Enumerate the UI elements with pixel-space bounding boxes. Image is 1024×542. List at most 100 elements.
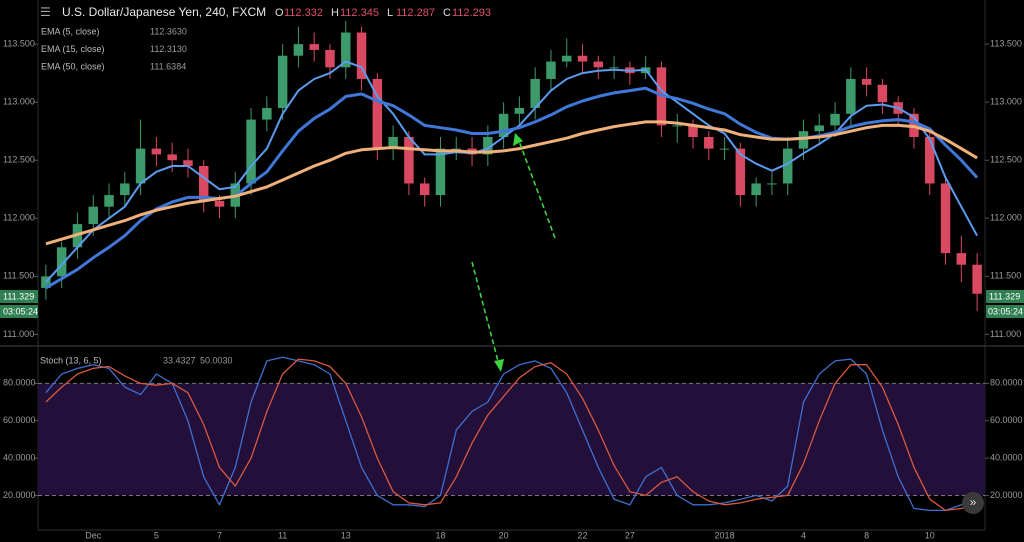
candle-body (846, 78, 856, 114)
candle-body (372, 78, 383, 149)
legend-value: 50.0030 (200, 355, 233, 365)
x-tick-label: 20 (499, 530, 509, 540)
x-tick-label: 4 (801, 530, 806, 540)
candle-body (293, 44, 304, 56)
y-tick-label: 113.000 (3, 97, 35, 107)
candle-body (325, 49, 335, 68)
candle-body (419, 183, 430, 196)
candle-body (530, 78, 540, 108)
candle-body (877, 84, 888, 103)
y-tick-label: 112.500 (3, 155, 35, 165)
y-tick-label: 112.000 (990, 213, 1022, 223)
x-tick-label: 18 (435, 530, 445, 540)
y-tick-label: 80.0000 (3, 378, 36, 388)
candle-body (940, 183, 951, 254)
price-tag (0, 290, 38, 303)
annotation-arrows (471, 140, 556, 366)
ohlc-label: L (387, 7, 393, 19)
arrow-head (513, 133, 523, 146)
ohlc-label: O (275, 7, 284, 19)
y-tick-label: 113.500 (990, 38, 1022, 48)
y-tick-label: 40.0000 (990, 452, 1023, 462)
x-tick-label: 8 (864, 530, 869, 540)
y-tick-label: 111.500 (990, 271, 1021, 281)
scroll-button[interactable] (962, 492, 984, 514)
chart-title: U.S. Dollar/Japanese Yen, 240, FXCM (62, 5, 266, 19)
candle-body (672, 125, 682, 127)
candle-body (135, 148, 146, 184)
x-tick-label: 5 (154, 530, 159, 540)
candle-body (183, 160, 193, 167)
candle-body (451, 148, 461, 150)
candle-body (609, 67, 619, 69)
legend-value: 33.4327 (163, 355, 196, 365)
candle-body (514, 107, 525, 114)
indicator-line (45, 356, 978, 512)
candle-body (404, 137, 414, 184)
candle-body (751, 183, 761, 196)
x-tick-label: 22 (578, 530, 588, 540)
candle-body (798, 131, 809, 149)
legend-name: EMA (50, close) (41, 61, 105, 71)
price-tag (986, 290, 1024, 303)
candle-body (151, 148, 162, 155)
candle-body (483, 137, 493, 155)
legend-value: 111.6384 (150, 61, 186, 71)
candle-body (593, 61, 604, 68)
y-tick-label: 111.500 (3, 271, 34, 281)
candle-body (782, 148, 793, 184)
candle-body (388, 137, 398, 149)
legend-name: EMA (5, close) (41, 26, 100, 36)
y-tick-label: 112.500 (990, 155, 1022, 165)
y-tick-label: 111.000 (3, 329, 34, 339)
candle-body (435, 148, 446, 196)
candle-body (309, 44, 319, 50)
candle-body (956, 253, 967, 265)
candle-body (41, 276, 51, 288)
ohlc-label: H (331, 7, 339, 19)
y-tick-label: 111.000 (990, 329, 1021, 339)
stoch-title: Stoch (13, 6, 5) (40, 355, 102, 365)
countdown-tag (0, 305, 38, 318)
legend-name: EMA (15, close) (41, 44, 105, 54)
candle-body (972, 264, 982, 294)
ohlc-value: 112.293 (452, 7, 491, 19)
menu-icon[interactable]: ☰ (40, 5, 51, 19)
candle-body (704, 137, 714, 149)
candle-body (356, 32, 367, 79)
x-tick-label: 2018 (715, 530, 735, 540)
candle-body (498, 113, 509, 138)
candle-body (341, 32, 351, 68)
ohlc-label: C (443, 7, 451, 19)
ohlc-value: 112.287 (396, 7, 435, 19)
countdown-text: 03:05:24 (3, 306, 38, 316)
candle-body (214, 200, 225, 207)
stoch-band (38, 383, 985, 496)
candle-body (277, 55, 288, 108)
candle-body (120, 183, 130, 196)
x-tick-label: 13 (341, 530, 351, 540)
candle-body (688, 125, 698, 138)
countdown-tag (986, 305, 1024, 318)
candle-body (830, 113, 840, 126)
ohlc-value: 112.345 (340, 7, 379, 19)
candle-body (262, 107, 272, 120)
scroll-icon[interactable]: » (970, 495, 977, 509)
candle-body (767, 183, 777, 185)
candle-body (198, 166, 209, 201)
candle-body (167, 154, 177, 161)
y-tick-label: 20.0000 (990, 490, 1023, 500)
legend-value: 112.3130 (150, 44, 187, 54)
candle-body (56, 247, 67, 277)
indicator-line (45, 358, 978, 512)
x-tick-label: 10 (925, 530, 935, 540)
y-tick-label: 60.0000 (3, 415, 36, 425)
candle-body (735, 148, 746, 196)
y-tick-label: 113.500 (3, 38, 35, 48)
x-tick-label: 11 (278, 530, 287, 540)
ohlc-value: 112.332 (284, 7, 323, 19)
candle-body (577, 55, 588, 62)
arrow-head (494, 359, 504, 372)
candle-body (546, 61, 556, 79)
